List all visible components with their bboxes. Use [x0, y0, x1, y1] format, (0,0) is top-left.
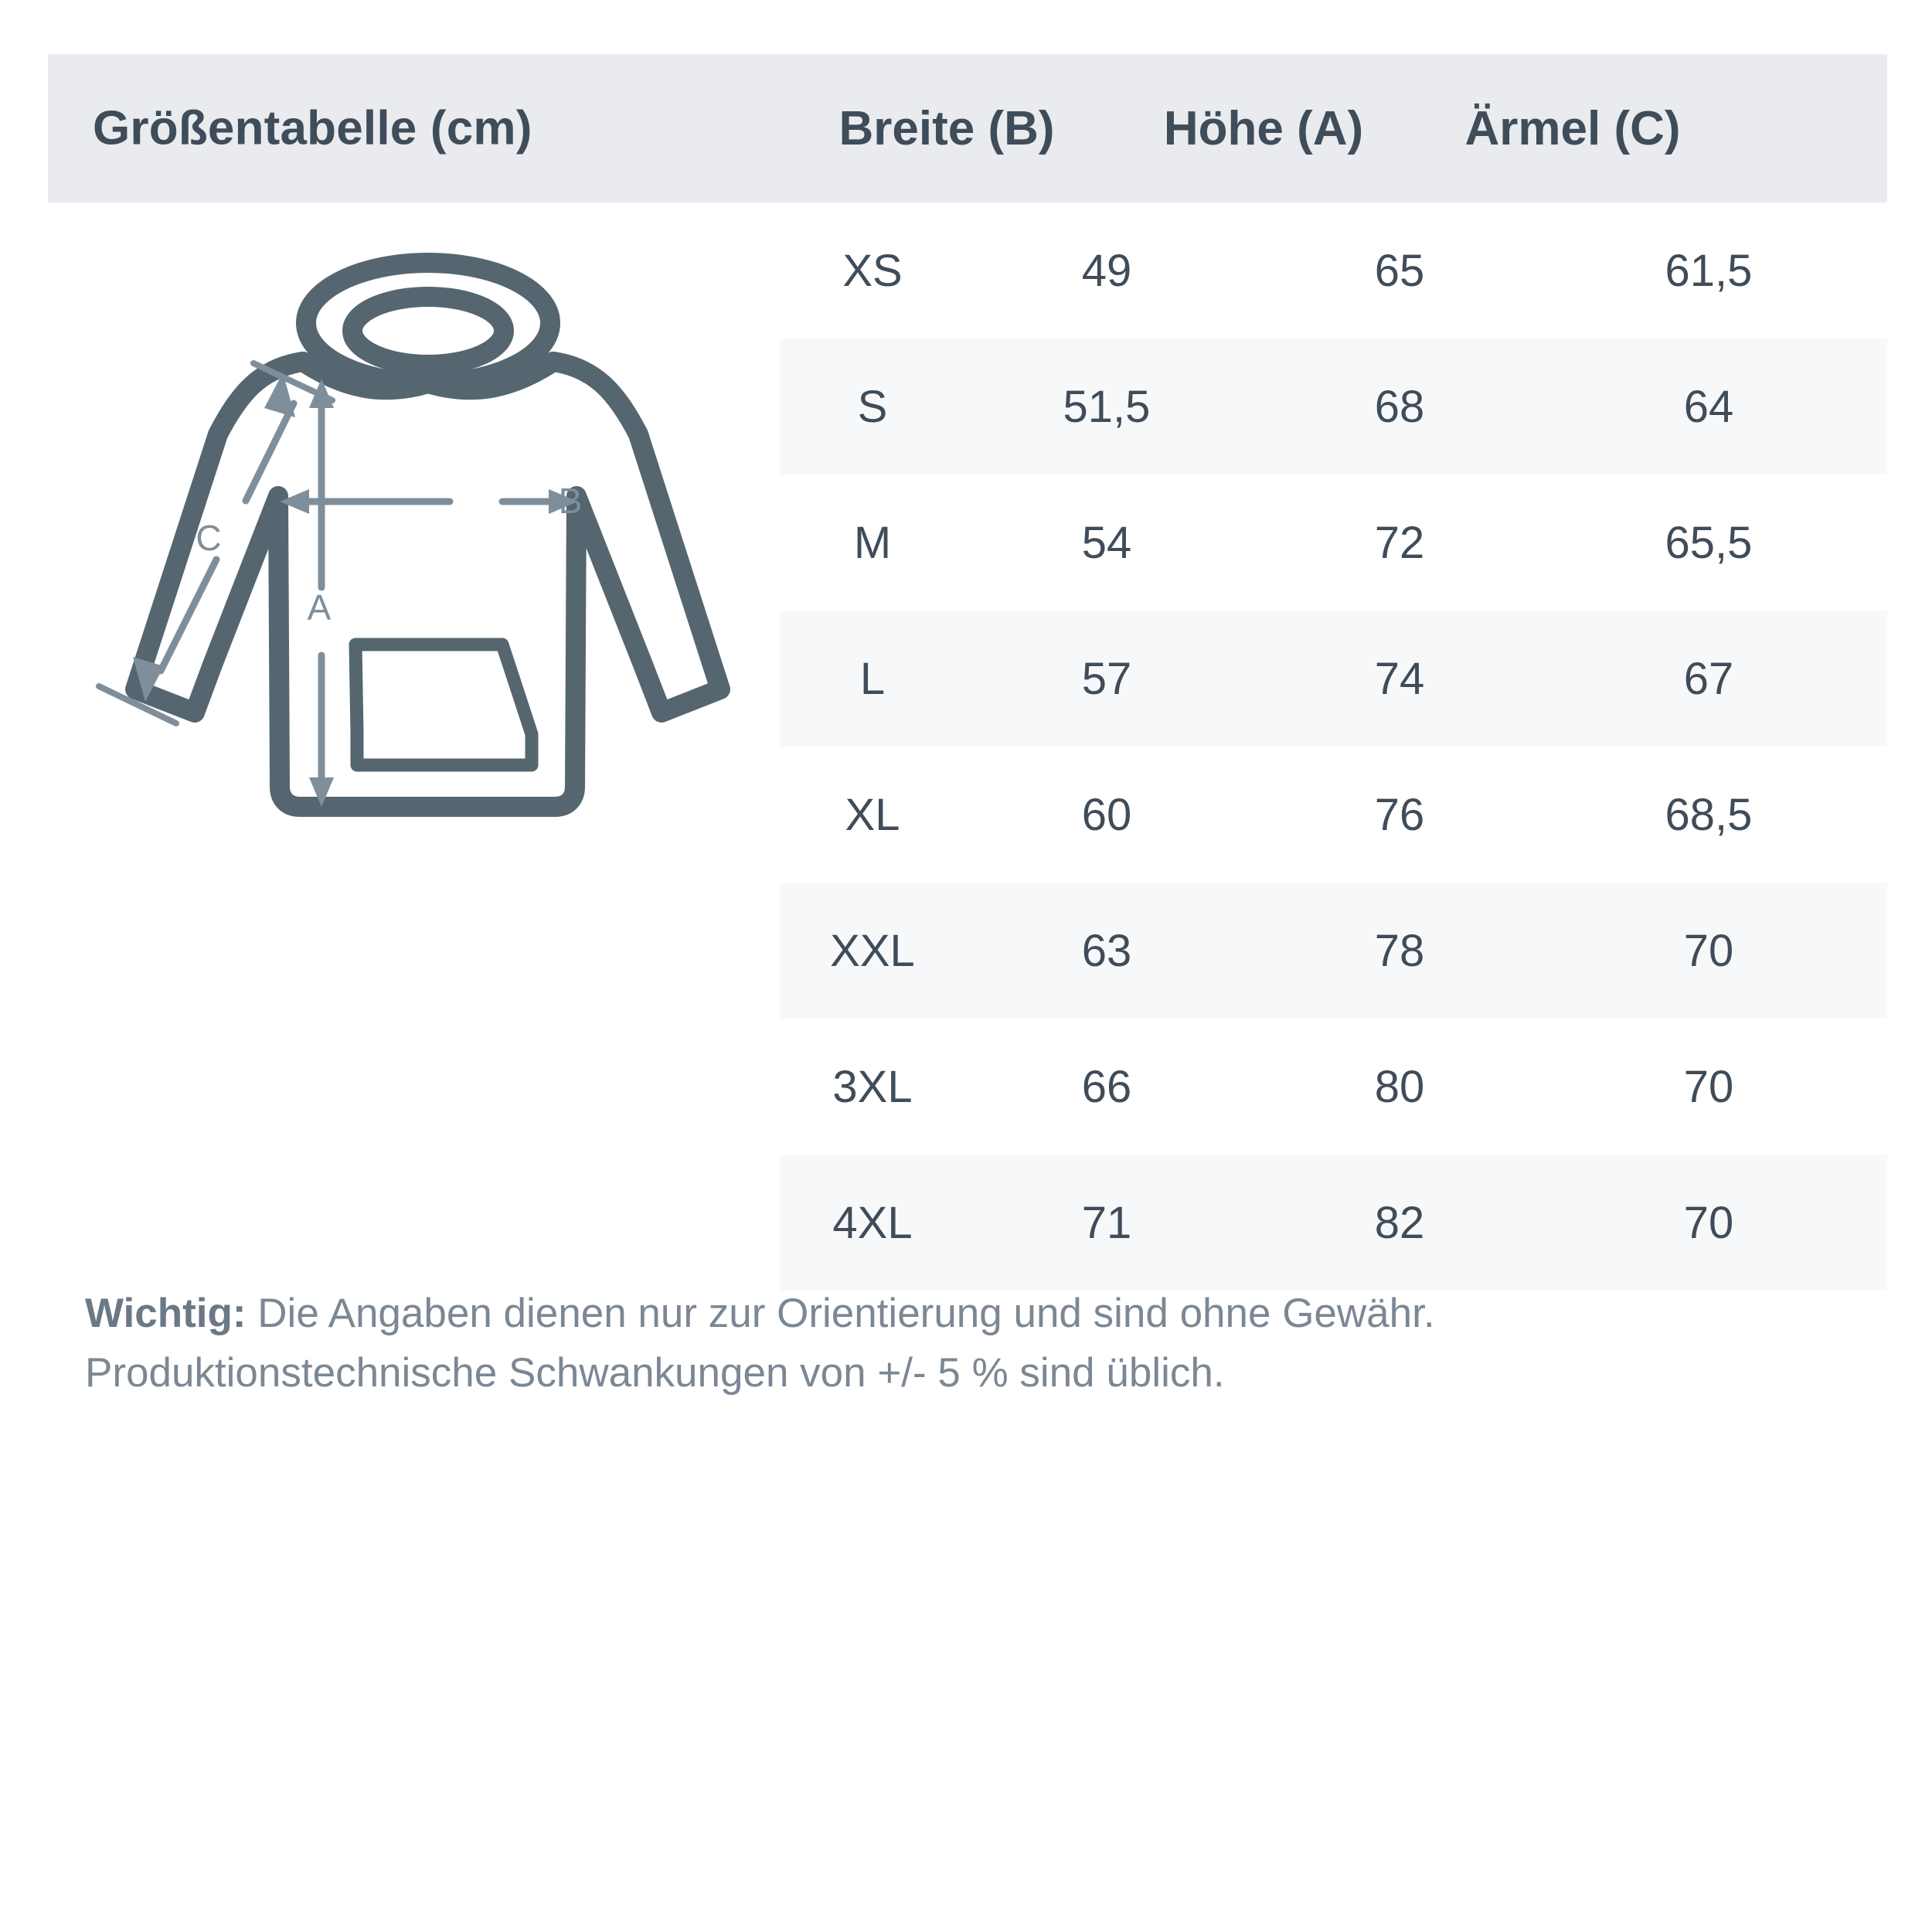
cell-breite: 54 — [1081, 517, 1132, 568]
cell-size: 4XL — [832, 1197, 913, 1248]
cell-hoehe: 65 — [1374, 245, 1425, 296]
cell-aermel: 67 — [1683, 653, 1734, 704]
disclaimer-note: Wichtig: Die Angaben dienen nur zur Orie… — [85, 1284, 1862, 1403]
cell-aermel: 65,5 — [1665, 517, 1753, 568]
disclaimer-line-1: Die Angaben dienen nur zur Orientierung … — [246, 1291, 1435, 1336]
cell-hoehe: 68 — [1374, 381, 1425, 432]
disclaimer-label: Wichtig: — [85, 1291, 247, 1336]
table-row: XL 60 76 68,5 — [781, 747, 1887, 883]
dimension-label-b: B — [559, 481, 583, 521]
hoodie-measurement-diagram: B A C — [54, 232, 765, 850]
cell-hoehe: 80 — [1374, 1061, 1425, 1112]
cell-breite: 60 — [1081, 789, 1132, 840]
cell-size: L — [859, 653, 886, 704]
cell-breite: 66 — [1081, 1061, 1132, 1112]
cell-hoehe: 74 — [1374, 653, 1425, 704]
cell-hoehe: 72 — [1374, 517, 1425, 568]
table-header-band: Größentabelle (cm) Breite (B) Höhe (A) Ä… — [48, 54, 1887, 202]
cell-size: M — [853, 517, 892, 568]
cell-aermel: 68,5 — [1665, 789, 1753, 840]
size-table: XS 49 65 61,5 S 51,5 68 64 M 54 72 65,5 … — [781, 202, 1887, 1291]
table-row: XXL 63 78 70 — [781, 883, 1887, 1019]
table-row: S 51,5 68 64 — [781, 338, 1887, 474]
table-row: L 57 74 67 — [781, 611, 1887, 747]
table-row: 3XL 66 80 70 — [781, 1019, 1887, 1155]
dimension-label-a: A — [308, 587, 332, 628]
page-title: Größentabelle (cm) — [93, 101, 532, 155]
cell-aermel: 61,5 — [1665, 245, 1753, 296]
cell-aermel: 70 — [1683, 1197, 1734, 1248]
cell-hoehe: 82 — [1374, 1197, 1425, 1248]
dimension-label-c: C — [196, 518, 221, 558]
header-col-breite: Breite (B) — [838, 101, 1055, 155]
cell-aermel: 70 — [1683, 1061, 1734, 1112]
cell-aermel: 70 — [1683, 925, 1734, 976]
header-col-hoehe: Höhe (A) — [1163, 101, 1364, 155]
table-row: XS 49 65 61,5 — [781, 202, 1887, 338]
cell-size: S — [857, 381, 888, 432]
cell-breite: 57 — [1081, 653, 1132, 704]
disclaimer-line-2: Produktionstechnische Schwankungen von +… — [85, 1349, 1225, 1396]
cell-hoehe: 76 — [1374, 789, 1425, 840]
cell-size: XL — [845, 789, 900, 840]
cell-breite: 49 — [1081, 245, 1132, 296]
cell-hoehe: 78 — [1374, 925, 1425, 976]
table-row: M 54 72 65,5 — [781, 474, 1887, 611]
cell-size: XXL — [830, 925, 915, 976]
cell-breite: 71 — [1081, 1197, 1132, 1248]
cell-breite: 51,5 — [1063, 381, 1151, 432]
cell-breite: 63 — [1081, 925, 1132, 976]
header-col-aermel: Ärmel (C) — [1464, 101, 1681, 155]
table-row: 4XL 71 82 70 — [781, 1155, 1887, 1291]
cell-aermel: 64 — [1683, 381, 1734, 432]
cell-size: 3XL — [832, 1061, 913, 1112]
cell-size: XS — [842, 245, 903, 296]
pocket-outline — [349, 638, 539, 772]
header-column-group: Breite (B) Höhe (A) Ärmel (C) — [781, 54, 1887, 202]
